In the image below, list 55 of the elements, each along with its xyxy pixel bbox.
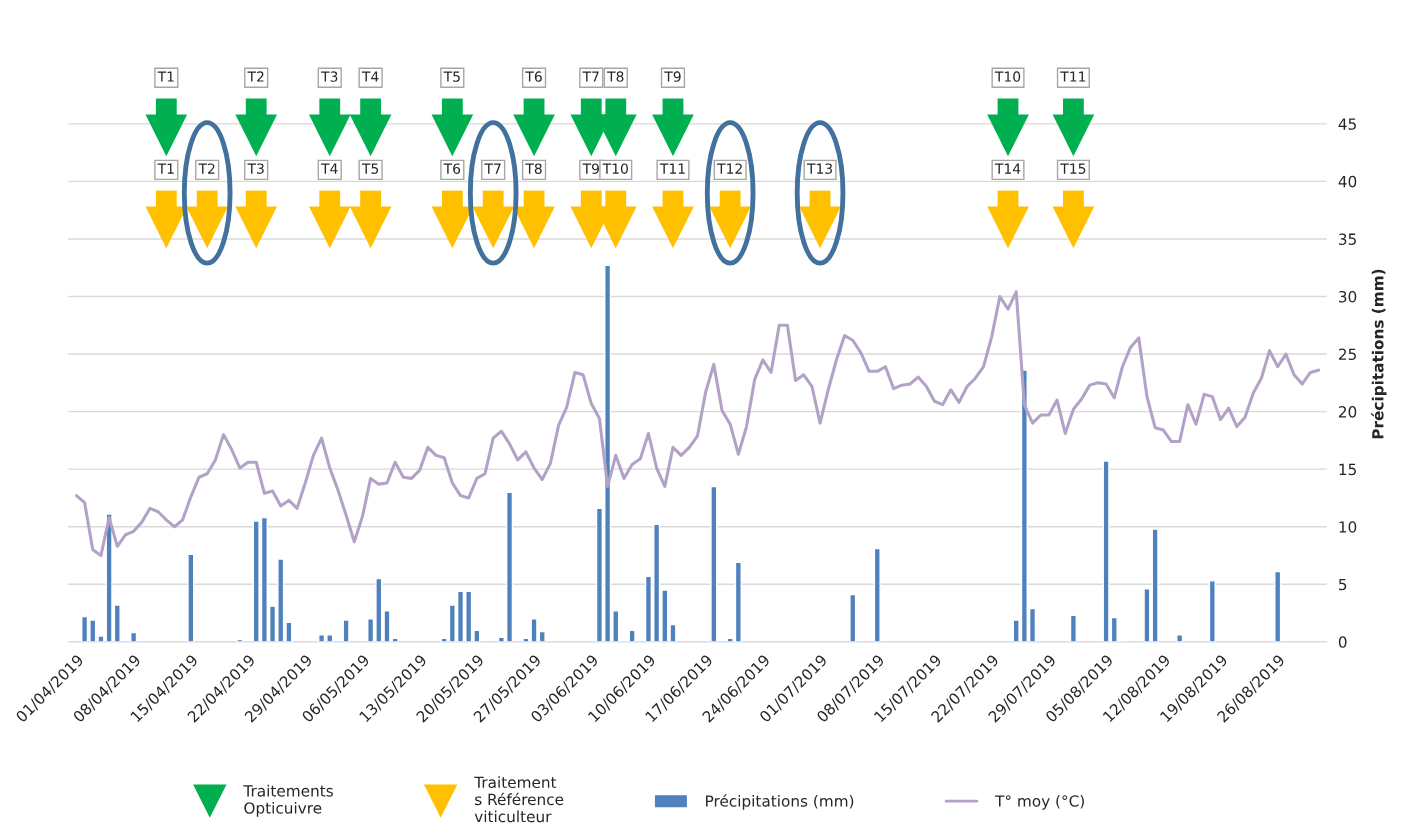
- annotation: T5: [361, 163, 379, 174]
- y-tick-label: 30: [1339, 290, 1357, 303]
- annotation: T8: [525, 163, 542, 174]
- y-tick-label: 0: [1338, 636, 1347, 648]
- annotation: T11: [659, 163, 685, 174]
- legend-label: T° moy (°C): [995, 794, 1084, 810]
- legend-label: Traitement s Référence viticulteur: [474, 776, 564, 823]
- bar: [1208, 580, 1216, 642]
- y-tick-label: 35: [1339, 233, 1356, 245]
- y-tick-label: 40: [1338, 175, 1357, 188]
- bar: [1069, 614, 1077, 642]
- annotation: T3: [321, 71, 338, 82]
- y-tick-label: 5: [1339, 578, 1347, 591]
- annotation: T2: [198, 163, 215, 174]
- y-tick-label: 45: [1338, 118, 1356, 130]
- annotation: T15: [1060, 163, 1086, 174]
- bar: [849, 593, 857, 642]
- annotation: T6: [443, 163, 461, 174]
- annotation: T6: [525, 71, 542, 82]
- legend-label: Traitements Opticuivre: [243, 784, 333, 817]
- bar: [130, 631, 138, 642]
- y-tick-label: 25: [1338, 348, 1356, 361]
- bar: [1151, 528, 1159, 642]
- bar: [628, 629, 636, 642]
- annotation: T10: [994, 71, 1021, 82]
- annotation: T7: [484, 163, 501, 174]
- annotation: T2: [247, 71, 264, 82]
- annotation: T5: [443, 71, 460, 82]
- annotation: T12: [717, 163, 742, 174]
- annotation: T8: [607, 71, 624, 82]
- bar: [710, 485, 718, 642]
- bar: [1176, 634, 1184, 642]
- annotation: T7: [582, 71, 599, 82]
- annotation: T14: [994, 163, 1021, 174]
- y-axis-title: Précipitations (mm): [1371, 269, 1387, 439]
- legend-label: Précipitations (mm): [706, 794, 854, 810]
- bar: [873, 547, 881, 642]
- annotation: T9: [582, 163, 599, 174]
- annotation: T3: [247, 163, 264, 174]
- annotation: T11: [1060, 71, 1086, 82]
- line-series: [74, 290, 1321, 558]
- bar: [1143, 588, 1151, 642]
- annotation: T4: [361, 71, 379, 82]
- annotation: T9: [664, 71, 681, 82]
- annotation: T1: [157, 163, 174, 174]
- annotation: T13: [806, 163, 833, 174]
- y-tick-label: 20: [1338, 406, 1357, 418]
- annotation: T1: [157, 71, 174, 82]
- annotation: T10: [602, 163, 628, 174]
- bar: [1274, 570, 1282, 642]
- bar: [342, 619, 350, 642]
- y-tick-label: 15: [1339, 463, 1356, 476]
- y-tick-label: 10: [1339, 521, 1357, 533]
- bar: [187, 553, 195, 642]
- annotation: T4: [321, 163, 338, 174]
